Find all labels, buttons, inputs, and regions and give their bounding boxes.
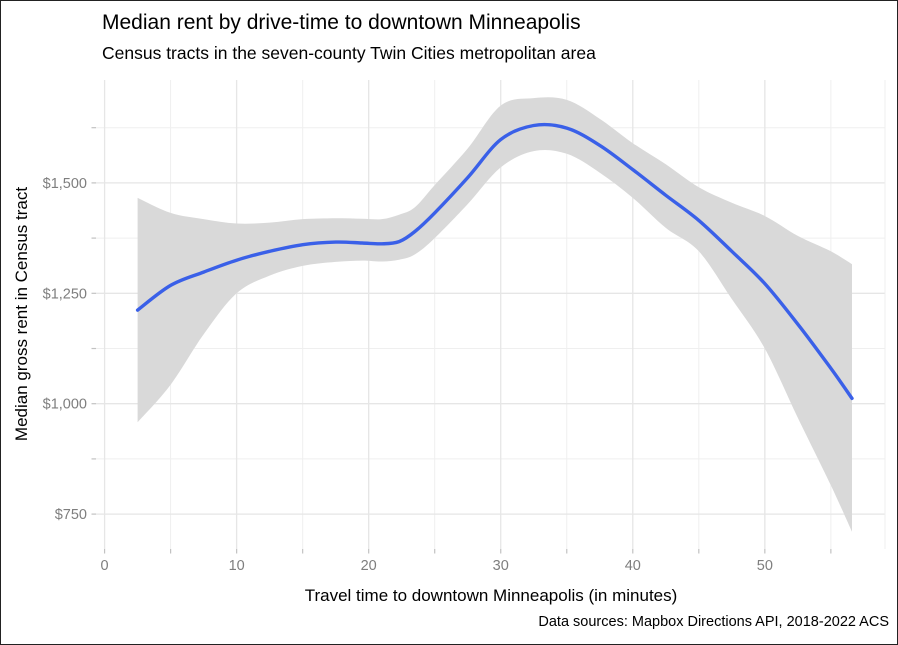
chart-title: Median rent by drive-time to downtown Mi…	[102, 11, 581, 34]
confidence-ribbon	[137, 97, 853, 532]
svg-text:0: 0	[101, 558, 109, 574]
svg-text:$1,250: $1,250	[43, 286, 87, 302]
chart-subtitle: Census tracts in the seven-county Twin C…	[102, 43, 596, 63]
svg-text:50: 50	[757, 558, 773, 574]
svg-text:$750: $750	[55, 507, 87, 523]
axis-ticks	[91, 127, 832, 554]
chart-caption: Data sources: Mapbox Directions API, 201…	[538, 614, 889, 630]
svg-text:$1,500: $1,500	[43, 176, 87, 192]
svg-text:20: 20	[361, 558, 377, 574]
x-tick-labels: 0 10 20 30 40 50	[101, 558, 773, 574]
x-axis-title: Travel time to downtown Minneapolis (in …	[304, 586, 678, 605]
y-tick-labels: $750 $1,000 $1,250 $1,500	[43, 176, 87, 523]
svg-text:$1,000: $1,000	[43, 397, 87, 413]
svg-text:10: 10	[229, 558, 245, 574]
svg-text:40: 40	[625, 558, 641, 574]
smooth-line	[135, 122, 854, 401]
svg-text:30: 30	[493, 558, 509, 574]
